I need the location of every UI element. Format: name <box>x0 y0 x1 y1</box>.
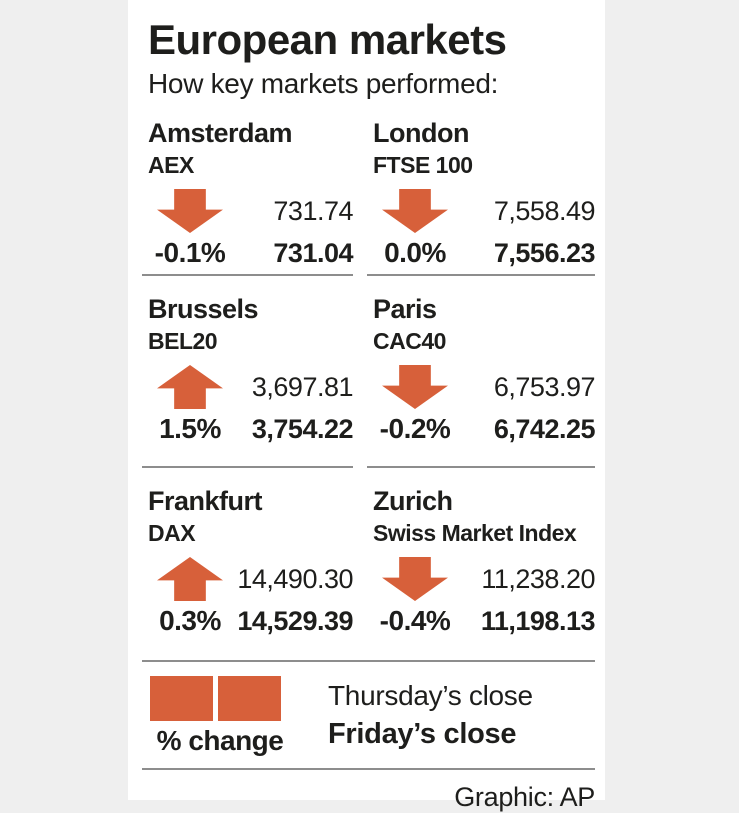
market-index: AEX <box>148 152 194 178</box>
credit-line: Graphic: AP <box>454 782 595 812</box>
market-index: BEL20 <box>148 328 218 354</box>
page-title: European markets <box>148 16 507 63</box>
market-index: DAX <box>148 520 196 546</box>
down-arrow-icon <box>382 365 448 409</box>
market-cell-amsterdam: Amsterdam AEX 731.74 -0.1% 731.04 <box>142 116 353 272</box>
market-index: Swiss Market Index <box>373 520 577 546</box>
percent-change: 0.0% <box>384 237 446 268</box>
friday-close-value: 6,742.25 <box>493 414 596 444</box>
legend-percent-label: % change <box>156 725 284 756</box>
market-city: Frankfurt <box>148 486 263 516</box>
page-subtitle: How key markets performed: <box>148 68 499 99</box>
market-city: Amsterdam <box>148 118 293 148</box>
percent-change: -0.4% <box>379 605 451 636</box>
percent-change: 1.5% <box>159 413 221 444</box>
legend: % change Thursday’s close Friday’s close <box>142 660 595 770</box>
legend-thursday-label: Thursday’s close <box>328 680 533 711</box>
up-arrow-icon <box>157 557 223 601</box>
market-cell-zurich: Zurich Swiss Market Index 11,238.20 -0.4… <box>367 466 596 656</box>
market-index: CAC40 <box>373 328 446 354</box>
legend-bottom-divider <box>142 768 595 770</box>
up-arrow-icon <box>218 676 281 721</box>
down-arrow-icon <box>382 189 448 233</box>
markets-grid: Amsterdam AEX 731.74 -0.1% 731.04 London… <box>142 116 596 656</box>
market-city: Paris <box>373 294 437 324</box>
down-arrow-icon <box>157 189 223 233</box>
market-city: Zurich <box>373 486 453 516</box>
thursday-close-value: 11,238.20 <box>481 563 595 594</box>
legend-friday-label: Friday’s close <box>328 718 517 750</box>
friday-close-value: 3,754.22 <box>251 414 354 444</box>
thursday-close-value: 7,558.49 <box>493 195 596 226</box>
market-cell-brussels: Brussels BEL20 3,697.81 1.5% 3,754.22 <box>142 274 354 464</box>
friday-close-value: 14,529.39 <box>237 606 353 636</box>
market-city: Brussels <box>148 294 259 324</box>
percent-change: -0.1% <box>154 237 226 268</box>
legend-top-divider <box>142 660 595 662</box>
thursday-close-value: 3,697.81 <box>251 371 354 402</box>
friday-close-value: 731.04 <box>273 238 353 268</box>
friday-close-value: 7,556.23 <box>493 238 596 268</box>
graphic-panel: European markets How key markets perform… <box>128 0 605 812</box>
thursday-close-value: 6,753.97 <box>493 371 596 402</box>
thursday-close-value: 14,490.30 <box>237 563 353 594</box>
percent-change: 0.3% <box>159 605 221 636</box>
down-arrow-icon <box>150 676 213 721</box>
market-cell-paris: Paris CAC40 6,753.97 -0.2% 6,742.25 <box>367 274 596 464</box>
thursday-close-value: 731.74 <box>273 195 353 226</box>
down-arrow-icon <box>382 557 448 601</box>
market-cell-london: London FTSE 100 7,558.49 0.0% 7,556.23 <box>367 116 596 272</box>
up-arrow-icon <box>157 365 223 409</box>
friday-close-value: 11,198.13 <box>480 606 596 636</box>
market-index: FTSE 100 <box>373 152 473 178</box>
market-city: London <box>373 118 469 148</box>
market-cell-frankfurt: Frankfurt DAX 14,490.30 0.3% 14,529.39 <box>142 466 353 656</box>
percent-change: -0.2% <box>379 413 451 444</box>
